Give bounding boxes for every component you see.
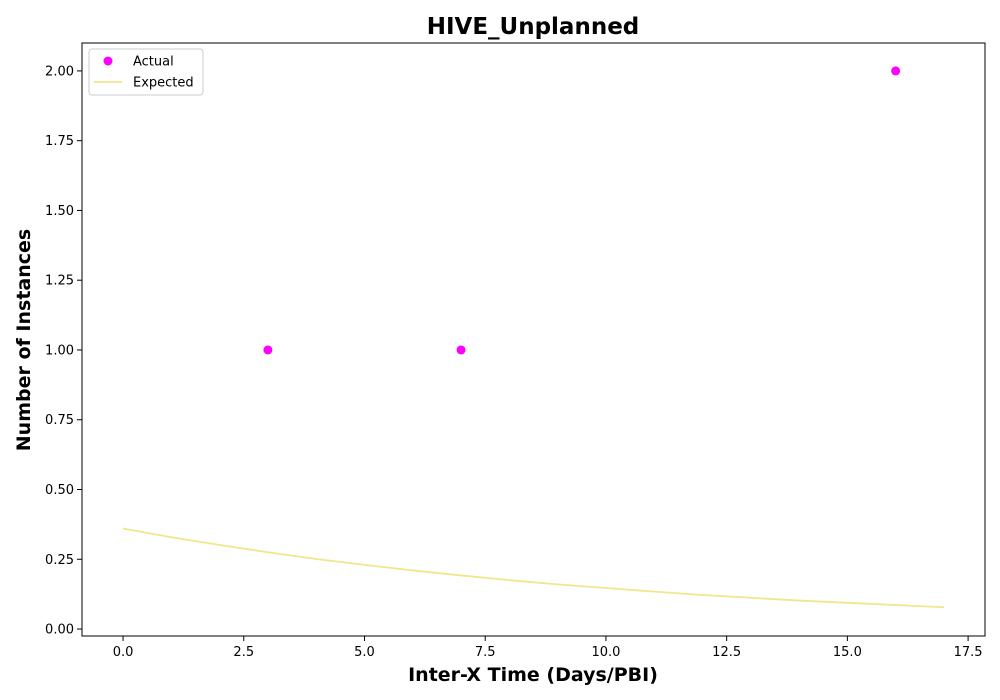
y-tick-label: 2.00 [45,64,74,79]
legend-box [88,48,204,96]
x-tick-label: 0.0 [113,645,134,660]
x-tick-label: 7.5 [475,645,496,660]
y-tick-label: 0.75 [45,413,74,428]
x-tick-label: 10.0 [591,645,620,660]
series-line-expected [122,527,944,609]
x-axis-label: Inter-X Time (Days/PBI) [408,664,658,686]
y-axis-label: Number of Instances [13,229,35,451]
axes-frame [81,42,986,637]
x-tick-label: 17.5 [954,645,983,660]
x-tick-label: 12.5 [712,645,741,660]
y-tick-label: 0.50 [45,483,74,498]
plot-area: 0.0 2.5 5.0 7.5 10.0 12.5 15.0 17.5 0.00 0.25 0.50… [45,42,986,660]
x-tick-label: 2.5 [233,645,254,660]
chart-title: HIVE_Unplanned [427,14,640,40]
y-tick-label: 1.25 [45,274,74,289]
y-tick-label: 0.00 [45,623,74,638]
y-tick-label: 1.00 [45,343,74,358]
data-point-actual [891,66,901,76]
legend-label-actual: Actual [133,55,174,70]
legend-marker-actual [103,56,113,66]
legend-label-expected: Expected [133,76,194,91]
y-tick-label: 1.75 [45,134,74,149]
x-tick-label: 5.0 [354,645,375,660]
data-point-actual [263,345,273,355]
x-tick-label: 15.0 [833,645,862,660]
y-tick-label: 1.50 [45,204,74,219]
data-point-actual [456,345,466,355]
y-tick-label: 0.25 [45,553,74,568]
